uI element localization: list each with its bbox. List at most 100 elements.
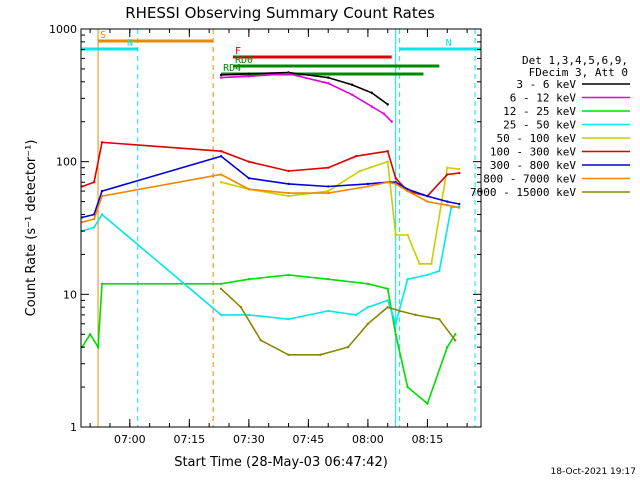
series-point: [80, 220, 84, 224]
series-point: [406, 385, 409, 389]
series-point: [398, 309, 401, 313]
y-tick-label: 1: [70, 421, 77, 434]
series-point: [319, 353, 322, 357]
series-point: [100, 189, 104, 193]
series-point: [430, 262, 433, 265]
series-point: [96, 345, 100, 349]
series-point: [239, 305, 243, 309]
series-point: [406, 189, 409, 193]
legend-label: 50 - 100 keV: [497, 132, 577, 145]
series-point: [446, 345, 449, 349]
series-point: [426, 273, 429, 277]
flag-label-n: N: [446, 38, 452, 49]
series-point: [457, 202, 461, 206]
series-point: [426, 194, 429, 198]
series-point: [259, 339, 262, 342]
series-point: [219, 287, 223, 291]
series-point: [247, 278, 251, 281]
series-point: [247, 313, 251, 317]
series-point: [454, 333, 457, 336]
series-line: [220, 288, 456, 356]
y-axis-label: Count Rate (s⁻¹ detector⁻¹): [24, 140, 39, 317]
series-point: [358, 169, 362, 173]
footer-date: 18-Oct-2021 19:17: [551, 467, 636, 477]
series-point: [219, 173, 223, 176]
series-point: [350, 83, 354, 86]
series-point: [327, 189, 330, 193]
y-tick-label: 1000: [49, 23, 77, 36]
legend-header: FDecim 3, Att 0: [529, 66, 628, 79]
series-point: [406, 278, 409, 281]
series-point: [327, 185, 330, 188]
series-point: [219, 313, 223, 317]
series-point: [457, 171, 461, 175]
legend: Det 1,3,4,5,6,9,FDecim 3, Att 03 - 6 keV…: [470, 54, 630, 199]
legend-label: 6 - 12 keV: [510, 92, 577, 105]
series-point: [426, 200, 429, 203]
legend-label: 100 - 300 keV: [490, 146, 576, 159]
series-point: [247, 177, 251, 180]
series-point: [386, 287, 389, 291]
series-point: [219, 282, 223, 286]
series-point: [287, 194, 290, 198]
series-point: [366, 182, 370, 186]
series-point: [92, 181, 96, 184]
series-point: [247, 75, 251, 78]
plot-frame: [80, 28, 482, 428]
series-point: [247, 72, 251, 75]
series-point: [438, 269, 441, 273]
series-point: [88, 333, 92, 336]
series-point: [219, 149, 223, 153]
chart-title: RHESSI Observing Summary Count Rates: [125, 4, 435, 22]
series-point: [406, 233, 409, 237]
flag-label-rd4: RD4: [223, 63, 241, 74]
series-point: [327, 82, 330, 85]
series-point: [80, 216, 84, 219]
series-point: [100, 282, 104, 286]
series-point: [327, 309, 330, 313]
series-point: [366, 282, 370, 286]
series-point: [92, 226, 96, 229]
series-point: [386, 149, 389, 153]
x-tick-label: 07:15: [173, 433, 205, 446]
flag-label-f: F: [235, 46, 241, 57]
series-point: [354, 313, 358, 317]
series-point: [327, 191, 330, 195]
series-point: [219, 73, 223, 77]
series-point: [454, 339, 457, 342]
series-point: [219, 154, 223, 158]
series-point: [446, 200, 449, 203]
series-point: [327, 166, 330, 169]
x-axis-label: Start Time (28-May-03 06:47:42): [174, 455, 388, 470]
series-point: [287, 72, 290, 75]
legend-header: Det 1,3,4,5,6,9,: [522, 54, 628, 67]
series-point: [450, 206, 453, 209]
legend-label: 300 - 800 keV: [490, 159, 576, 172]
flag-label-s: S: [100, 30, 106, 41]
series-point: [438, 317, 441, 321]
series-point: [327, 278, 330, 281]
series-point: [386, 160, 389, 163]
axes: 1 10 100 1000 07:00 07:15 07:30 07:45 08:00 08:15: [49, 23, 481, 446]
series-point: [287, 353, 290, 357]
series-point: [446, 203, 449, 207]
series-point: [386, 305, 389, 309]
x-tick-label: 07:45: [293, 433, 325, 446]
series-line: [221, 72, 393, 123]
series-point: [426, 402, 429, 405]
series-point: [346, 345, 350, 349]
series-line: [220, 160, 460, 265]
series-line: [81, 205, 460, 327]
series-point: [100, 141, 104, 144]
series-line: [82, 155, 460, 219]
series-point: [394, 181, 397, 184]
series-point: [366, 305, 370, 309]
series-point: [414, 313, 417, 317]
series-point: [394, 182, 397, 186]
series-point: [386, 103, 389, 106]
legend-label: 12 - 25 keV: [503, 105, 576, 118]
y-tick-label: 10: [63, 288, 77, 301]
